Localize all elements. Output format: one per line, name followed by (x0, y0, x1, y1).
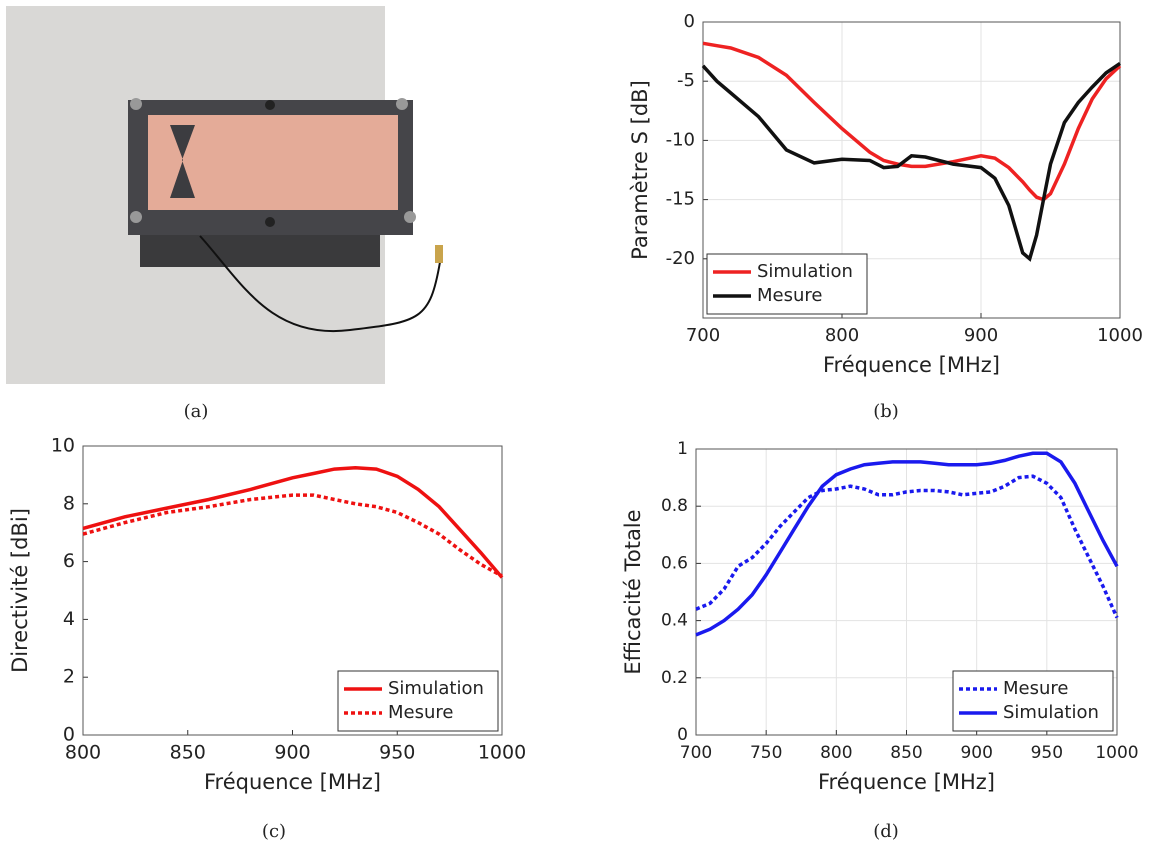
y-tick-label: 8 (63, 492, 75, 514)
legend-box (706, 253, 868, 315)
caption: (a) (184, 401, 209, 422)
y-tick-label: -5 (677, 70, 695, 91)
x-tick-label: 950 (1031, 743, 1063, 763)
x-tick-label: 800 (65, 742, 101, 764)
series-line (695, 451, 1119, 637)
y-tick-label: 1 (677, 439, 688, 459)
x-tick-label: 900 (964, 325, 998, 346)
y-tick-label: -20 (666, 248, 695, 269)
caption: (b) (873, 401, 899, 422)
series-line (695, 474, 1119, 619)
y-tick-label: 0 (684, 11, 695, 32)
legend-box (952, 670, 1114, 732)
series-line (702, 41, 1122, 202)
x-tick-label: 1000 (1095, 743, 1138, 763)
axes-frame (82, 445, 503, 736)
series-line (82, 493, 503, 578)
x-tick-label: 850 (170, 742, 206, 764)
legend-label: Mesure (388, 702, 453, 723)
x-tick-label: 1000 (478, 742, 526, 764)
x-tick-label: 700 (686, 325, 720, 346)
y-tick-label: -10 (666, 129, 695, 150)
legend-label: Mesure (757, 285, 822, 306)
y-tick-label: 0.8 (661, 496, 688, 516)
caption: (c) (262, 821, 286, 842)
y-axis-label: Efficacité Totale (621, 509, 645, 674)
y-tick-label: 0 (63, 724, 75, 746)
series-line (82, 465, 504, 579)
x-tick-label: 850 (890, 743, 922, 763)
x-axis-label: Fréquence [MHz] (204, 770, 381, 794)
caption: (d) (873, 821, 899, 842)
legend-label: Simulation (757, 261, 853, 282)
y-axis-label: Paramètre S [dB] (628, 80, 652, 260)
series-line (701, 61, 1121, 262)
y-axis-label: Directivité [dBi] (8, 508, 32, 673)
x-tick-label: 950 (379, 742, 415, 764)
x-tick-label: 800 (820, 743, 852, 763)
y-tick-label: 0 (677, 725, 688, 745)
x-tick-label: 700 (680, 743, 712, 763)
y-tick-label: 0.6 (661, 553, 688, 573)
axes-frame (702, 21, 1121, 319)
legend-label: Mesure (1003, 678, 1068, 699)
x-tick-label: 800 (825, 325, 859, 346)
x-tick-label: 750 (750, 743, 782, 763)
x-axis-label: Fréquence [MHz] (823, 353, 1000, 377)
x-tick-label: 900 (960, 743, 992, 763)
y-tick-label: 2 (63, 666, 75, 688)
legend-label: Simulation (388, 678, 484, 699)
y-tick-label: 10 (51, 435, 75, 457)
y-tick-label: -15 (666, 189, 695, 210)
x-tick-label: 900 (274, 742, 310, 764)
photo (6, 6, 443, 384)
legend-box (337, 670, 499, 732)
y-tick-label: 6 (63, 550, 75, 572)
y-tick-label: 4 (63, 608, 75, 630)
x-axis-label: Fréquence [MHz] (818, 770, 995, 794)
y-tick-label: 0.4 (661, 611, 688, 631)
legend-label: Simulation (1003, 702, 1099, 723)
y-tick-label: 0.2 (661, 668, 688, 688)
x-tick-label: 1000 (1097, 325, 1143, 346)
axes-frame (695, 448, 1118, 736)
